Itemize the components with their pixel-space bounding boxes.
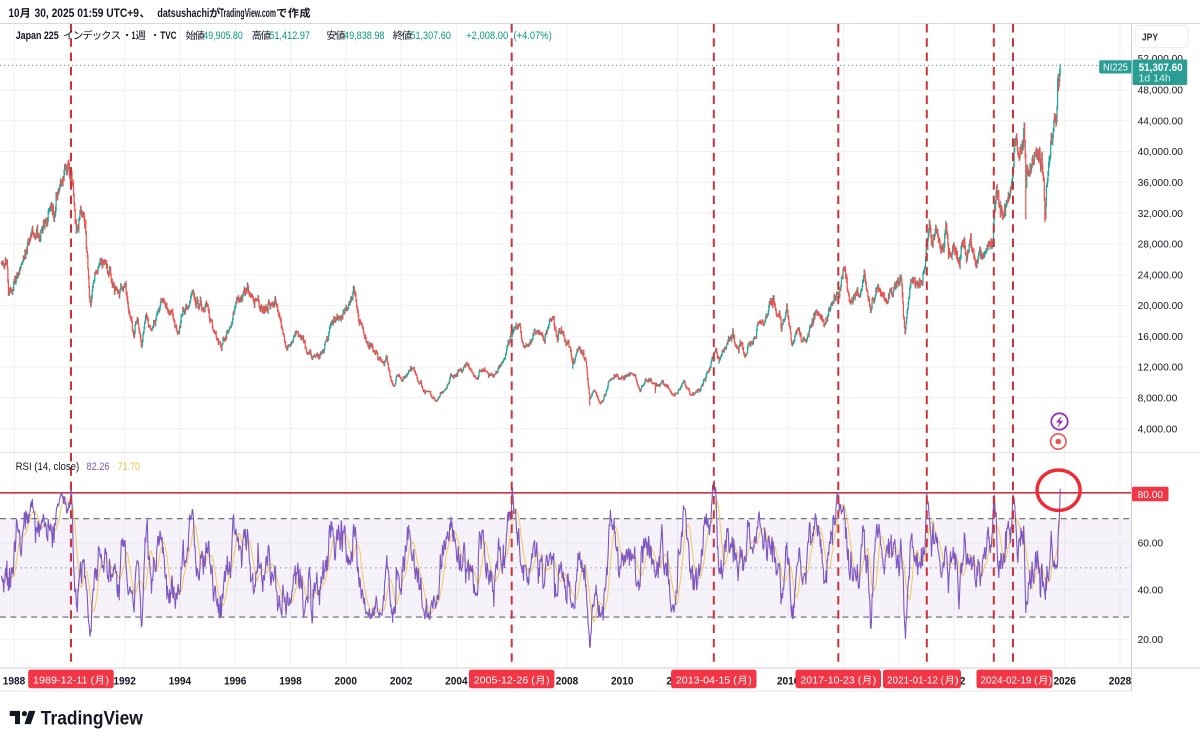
svg-text:+2,008.00: +2,008.00 [466,30,508,42]
svg-text:51,412.97: 51,412.97 [269,30,310,42]
svg-text:(+4.07%): (+4.07%) [514,30,552,42]
svg-text:): ) [546,675,550,687]
svg-text:60.00: 60.00 [1138,539,1164,550]
svg-text:2024-02-19 (: 2024-02-19 ( [981,675,1038,687]
svg-text:2017-10-23 (: 2017-10-23 ( [800,675,862,687]
svg-text:28,000.00: 28,000.00 [1138,240,1184,251]
svg-text:2010: 2010 [611,675,634,687]
svg-text:2026: 2026 [1053,675,1076,687]
svg-text:10: 10 [9,8,20,20]
svg-text:JPY: JPY [1142,31,1158,43]
svg-text:51,307.60: 51,307.60 [410,30,451,42]
svg-text:1998: 1998 [279,675,302,687]
svg-text:TradingView.com: TradingView.com [220,8,276,20]
svg-text:NI225: NI225 [1103,62,1128,74]
svg-text:32,000.00: 32,000.00 [1138,209,1184,220]
svg-text:82.26: 82.26 [87,461,110,473]
svg-text:40,000.00: 40,000.00 [1138,147,1184,158]
svg-text:): ) [1049,675,1053,687]
svg-text:20,000.00: 20,000.00 [1138,301,1184,312]
svg-text:2013-04-15 (: 2013-04-15 ( [676,675,738,687]
svg-text:36,000.00: 36,000.00 [1138,178,1184,189]
svg-text:1994: 1994 [169,675,192,687]
svg-text:1989-12-11 (: 1989-12-11 ( [33,675,95,687]
svg-text:): ) [873,675,877,687]
svg-text:2028: 2028 [1109,675,1132,687]
svg-text:Japan 225: Japan 225 [16,30,59,42]
svg-text:49,905.80: 49,905.80 [203,30,243,42]
svg-text:52,000.00: 52,000.00 [1138,54,1184,65]
svg-text:1992: 1992 [113,675,136,687]
svg-text:12,000.00: 12,000.00 [1138,363,1184,374]
svg-text:16,000.00: 16,000.00 [1138,332,1184,343]
svg-text:): ) [748,675,752,687]
svg-text:1996: 1996 [224,675,247,687]
svg-text:datsushachi: datsushachi [157,8,209,20]
svg-text:1d 14h: 1d 14h [1139,73,1171,85]
svg-text:RSI (14, close): RSI (14, close) [16,461,80,473]
svg-text:80.00: 80.00 [1138,490,1164,501]
svg-text:24,000.00: 24,000.00 [1138,270,1184,281]
svg-text:51,307.60: 51,307.60 [1139,62,1183,74]
svg-text:1988: 1988 [3,675,26,687]
svg-text:2021-01-12 (: 2021-01-12 ( [887,675,944,687]
svg-text:2002: 2002 [390,675,413,687]
svg-text:): ) [105,675,109,687]
svg-text:2008: 2008 [556,675,579,687]
svg-text:2005-12-26 (: 2005-12-26 ( [474,675,536,687]
svg-text:2004: 2004 [445,675,468,687]
svg-text:40.00: 40.00 [1138,586,1164,597]
svg-text:2016: 2016 [777,675,800,687]
svg-text:30, 2025 01:59 UTC+9: 30, 2025 01:59 UTC+9 [35,8,140,20]
svg-text:TVC: TVC [160,30,176,42]
svg-text:1: 1 [132,30,136,42]
svg-text:TradingView: TradingView [41,708,143,729]
svg-text:4,000.00: 4,000.00 [1138,424,1178,435]
svg-text:71.70: 71.70 [118,461,140,473]
svg-text:8,000.00: 8,000.00 [1138,394,1178,405]
svg-text:): ) [955,675,959,687]
svg-text:49,838.98: 49,838.98 [344,30,385,42]
svg-text:44,000.00: 44,000.00 [1138,116,1184,127]
svg-text:48,000.00: 48,000.00 [1138,86,1184,97]
svg-text:20.00: 20.00 [1138,635,1164,646]
svg-text:2000: 2000 [335,675,358,687]
